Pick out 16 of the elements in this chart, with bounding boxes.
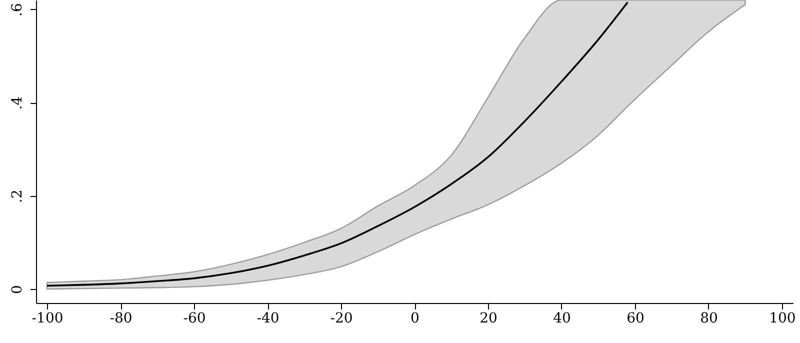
y-tick-label: .6: [10, 3, 26, 17]
x-tick-label: -40: [256, 310, 280, 326]
x-tick-label: 60: [626, 310, 644, 326]
x-tick-label: 40: [553, 310, 571, 326]
x-tick-label: 0: [410, 310, 420, 326]
y-tick-label: .4: [10, 96, 26, 110]
x-tick-label: -60: [183, 310, 206, 326]
line-series: [46, 1, 629, 287]
x-tick-label: 100: [769, 310, 796, 326]
y-tick-label: .2: [10, 190, 26, 203]
x-tick-label: 80: [700, 310, 718, 326]
x-tick-label: -20: [330, 310, 353, 326]
x-tick-label: 20: [480, 310, 498, 326]
x-tick-label: -80: [110, 310, 132, 326]
x-tick-label: -100: [32, 310, 64, 326]
y-tick-label: 0: [10, 285, 26, 294]
